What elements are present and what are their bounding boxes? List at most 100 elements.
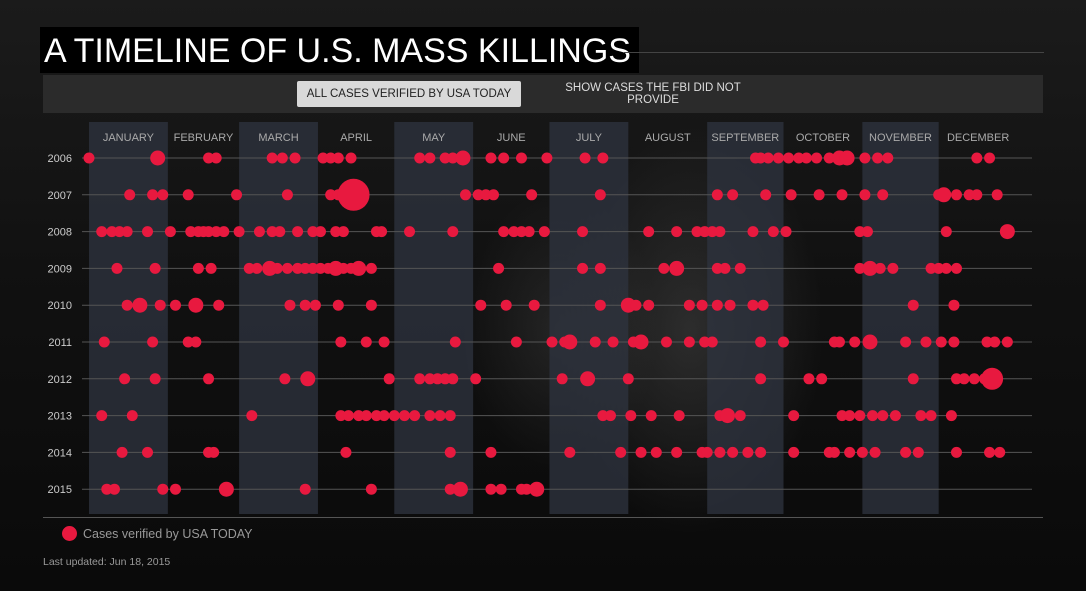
case-dot [299, 299, 311, 311]
case-dot [780, 226, 792, 238]
case-dot [989, 336, 1001, 348]
case-dot [495, 483, 507, 495]
case-dot [971, 152, 983, 164]
case-dot [365, 483, 377, 495]
case-dot [963, 189, 975, 201]
case-dot [788, 410, 800, 422]
case-dot [98, 336, 110, 348]
case-dot [984, 446, 996, 458]
case-dot [936, 187, 952, 203]
case-dot [706, 226, 718, 238]
case-dot [711, 189, 723, 201]
case-dot [605, 410, 617, 422]
case-dot [337, 178, 370, 211]
case-dot [625, 410, 637, 422]
month-band [549, 122, 629, 514]
case-dot [589, 336, 601, 348]
case-dot [874, 262, 886, 274]
case-dot [727, 446, 739, 458]
case-dot [714, 226, 726, 238]
case-dot [203, 152, 215, 164]
case-dot [859, 152, 871, 164]
case-dot [755, 373, 767, 385]
case-dot [307, 226, 319, 238]
case-dot [345, 152, 357, 164]
case-dot [493, 262, 505, 274]
case-dot [444, 410, 456, 422]
year-label: 2015 [48, 484, 72, 496]
case-dot [398, 410, 410, 422]
case-dot [673, 410, 685, 422]
case-dot [378, 336, 390, 348]
case-dot [757, 299, 769, 311]
tab-all-cases[interactable]: ALL CASES VERIFIED BY USA TODAY [297, 81, 521, 107]
case-dot [299, 262, 311, 274]
case-dot [889, 410, 901, 422]
month-label: FEBRUARY [174, 132, 234, 144]
case-dot [900, 446, 912, 458]
case-dot [859, 189, 871, 201]
case-dot [839, 150, 855, 166]
case-dot [828, 446, 840, 458]
case-dot [785, 189, 797, 201]
last-updated: Last updated: Jun 18, 2015 [43, 556, 171, 568]
case-dot [126, 410, 138, 422]
case-dot [365, 262, 377, 274]
case-dot [188, 297, 204, 313]
case-dot [635, 446, 647, 458]
case-dot [101, 483, 113, 495]
case-dot [182, 189, 194, 201]
case-dot [169, 299, 181, 311]
case-dot [862, 334, 878, 350]
case-dot [803, 373, 815, 385]
case-dot [762, 152, 774, 164]
case-dot [671, 446, 683, 458]
case-dot [816, 373, 828, 385]
year-label: 2009 [48, 263, 72, 275]
case-dot [266, 226, 278, 238]
case-dot [360, 410, 372, 422]
case-dot [246, 410, 258, 422]
case-dot [208, 446, 220, 458]
case-dot [470, 373, 482, 385]
case-dot [950, 373, 962, 385]
case-dot [266, 152, 278, 164]
case-dot [528, 299, 540, 311]
case-dot [915, 410, 927, 422]
year-label: 2013 [48, 411, 72, 423]
case-dot [556, 373, 568, 385]
case-dot [432, 373, 444, 385]
case-dot [727, 189, 739, 201]
case-dot [253, 226, 265, 238]
case-dot [521, 483, 533, 495]
case-dot [907, 299, 919, 311]
month-band [394, 122, 474, 514]
case-dot [192, 262, 204, 274]
case-dot [149, 262, 161, 274]
case-dot [948, 299, 960, 311]
case-dot [699, 226, 711, 238]
case-dot [335, 336, 347, 348]
title-box: A TIMELINE OF U.S. MASS KILLINGS [40, 27, 639, 73]
case-dot [755, 446, 767, 458]
case-dot [984, 152, 996, 164]
case-dot [365, 299, 377, 311]
case-dot [772, 152, 784, 164]
case-dot [999, 224, 1015, 240]
case-dot [218, 226, 230, 238]
case-dot [157, 483, 169, 495]
case-dot [276, 152, 288, 164]
case-dot [96, 226, 108, 238]
case-dot [164, 226, 176, 238]
case-dot [1001, 336, 1013, 348]
case-dot [912, 446, 924, 458]
case-dot [289, 152, 301, 164]
case-dot [696, 299, 708, 311]
case-dot [844, 446, 856, 458]
tab-fbi-not-provided[interactable]: SHOW CASES THE FBI DID NOT PROVIDE [533, 81, 773, 107]
case-dot [142, 446, 154, 458]
case-dot [449, 336, 461, 348]
case-dot [119, 373, 131, 385]
case-dot [378, 410, 390, 422]
